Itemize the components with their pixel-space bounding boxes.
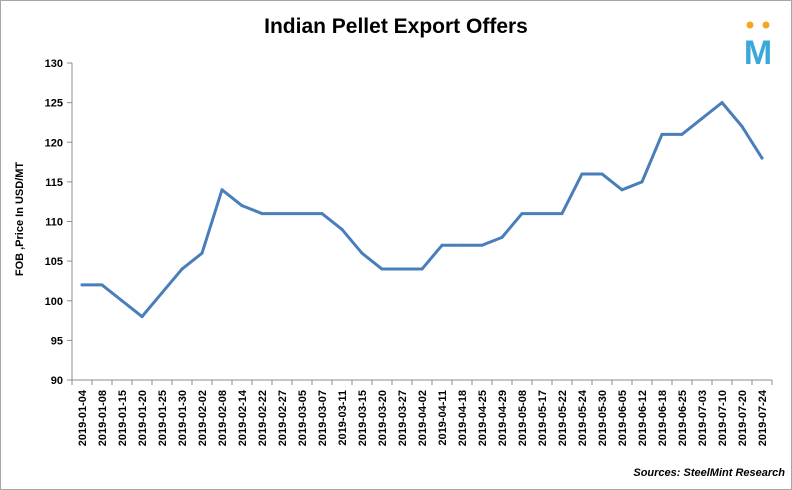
- data-point: [160, 291, 164, 295]
- x-axis: 2019-01-04 2019-01-08 2019-01-15 2019-01-20…: [71, 379, 773, 446]
- x-tick-label: 2019-05-22: [557, 390, 569, 446]
- y-tick-label: 115: [45, 177, 63, 189]
- y-tick-label: 130: [45, 58, 63, 70]
- data-point: [720, 101, 724, 105]
- x-tick-label: 2019-07-24: [757, 389, 769, 446]
- source-note: Sources: SteelMint Research: [633, 467, 785, 479]
- x-tick-label: 2019-04-29: [497, 390, 509, 446]
- x-tick-label: 2019-02-02: [197, 390, 209, 446]
- x-tick-label: 2019-07-03: [697, 390, 709, 446]
- x-tick-label: 2019-04-25: [477, 390, 489, 446]
- data-point: [240, 204, 244, 208]
- x-tick-label: 2019-03-05: [297, 390, 309, 446]
- x-tick-label: 2019-03-15: [357, 390, 369, 446]
- data-point: [140, 315, 144, 319]
- x-tick-label: 2019-03-07: [317, 390, 329, 446]
- data-point: [760, 156, 764, 160]
- data-point: [120, 299, 124, 303]
- x-tick-label: 2019-02-14: [237, 389, 249, 446]
- x-tick-label: 2019-03-27: [397, 390, 409, 446]
- y-tick-label: 105: [45, 256, 63, 268]
- data-point: [360, 251, 364, 255]
- x-tick-label: 2019-07-10: [717, 390, 729, 446]
- data-point: [180, 267, 184, 271]
- x-tick-label: 2019-03-20: [377, 390, 389, 446]
- data-point: [540, 212, 544, 216]
- y-tick-label: 110: [45, 217, 63, 229]
- x-tick-label: 2019-05-30: [597, 390, 609, 446]
- y-axis: 90 95 100 105 110 115 120 125 130: [45, 58, 73, 387]
- data-point: [200, 251, 204, 255]
- x-tick-label: 2019-06-05: [617, 390, 629, 446]
- logo-icon: M: [744, 21, 772, 72]
- data-point: [220, 188, 224, 192]
- data-point: [700, 116, 704, 120]
- data-point: [280, 212, 284, 216]
- data-point: [440, 243, 444, 247]
- data-point: [580, 172, 584, 176]
- x-tick-label: 2019-06-25: [677, 390, 689, 446]
- logo-dot-right: [762, 21, 770, 29]
- x-tick-label: 2019-03-11: [337, 390, 349, 446]
- data-point: [600, 172, 604, 176]
- x-tick-label: 2019-01-08: [97, 390, 109, 446]
- data-point: [620, 188, 624, 192]
- x-tick-label: 2019-07-20: [737, 390, 749, 446]
- y-tick-label: 95: [51, 335, 63, 347]
- series: [80, 101, 764, 319]
- chart-title: Indian Pellet Export Offers: [264, 15, 528, 38]
- y-tick-label: 100: [45, 296, 63, 308]
- data-point: [500, 235, 504, 239]
- x-tick-label: 2019-04-02: [417, 390, 429, 446]
- data-point: [80, 283, 84, 287]
- data-point: [460, 243, 464, 247]
- x-tick-label: 2019-06-12: [637, 390, 649, 446]
- y-tick-label: 125: [45, 98, 63, 110]
- x-tick-label: 2019-05-17: [537, 390, 549, 446]
- x-tick-label: 2019-02-27: [277, 390, 289, 446]
- data-point: [300, 212, 304, 216]
- data-point: [420, 267, 424, 271]
- y-tick-label: 120: [45, 137, 63, 149]
- data-point: [380, 267, 384, 271]
- steelmint-logo: M: [743, 21, 773, 72]
- data-point: [100, 283, 104, 287]
- data-point: [740, 124, 744, 128]
- x-tick-label: 2019-01-20: [137, 390, 149, 446]
- logo-letter: M: [744, 34, 772, 67]
- x-tick-label: 2019-06-18: [657, 390, 669, 446]
- x-tick-label: 2019-04-18: [457, 390, 469, 446]
- data-point: [260, 212, 264, 216]
- data-point: [640, 180, 644, 184]
- x-tick-label: 2019-04-11: [437, 390, 449, 446]
- data-point: [520, 212, 524, 216]
- data-point: [340, 227, 344, 231]
- x-tick-label: 2019-01-15: [117, 390, 129, 446]
- data-point: [680, 132, 684, 136]
- x-tick-label: 2019-02-22: [257, 390, 269, 446]
- logo-dot-left: [746, 21, 754, 29]
- y-tick-label: 90: [51, 375, 63, 387]
- data-point: [400, 267, 404, 271]
- data-point: [480, 243, 484, 247]
- x-tick-label: 2019-05-08: [517, 390, 529, 446]
- x-tick-label: 2019-02-08: [217, 390, 229, 446]
- x-tick-label: 2019-01-04: [77, 389, 89, 446]
- x-tick-label: 2019-01-30: [177, 390, 189, 446]
- data-point: [320, 212, 324, 216]
- data-point: [660, 132, 664, 136]
- x-tick-label: 2019-05-24: [577, 389, 589, 446]
- data-point: [560, 212, 564, 216]
- x-tick-label: 2019-01-25: [157, 390, 169, 446]
- series-line: [80, 101, 764, 319]
